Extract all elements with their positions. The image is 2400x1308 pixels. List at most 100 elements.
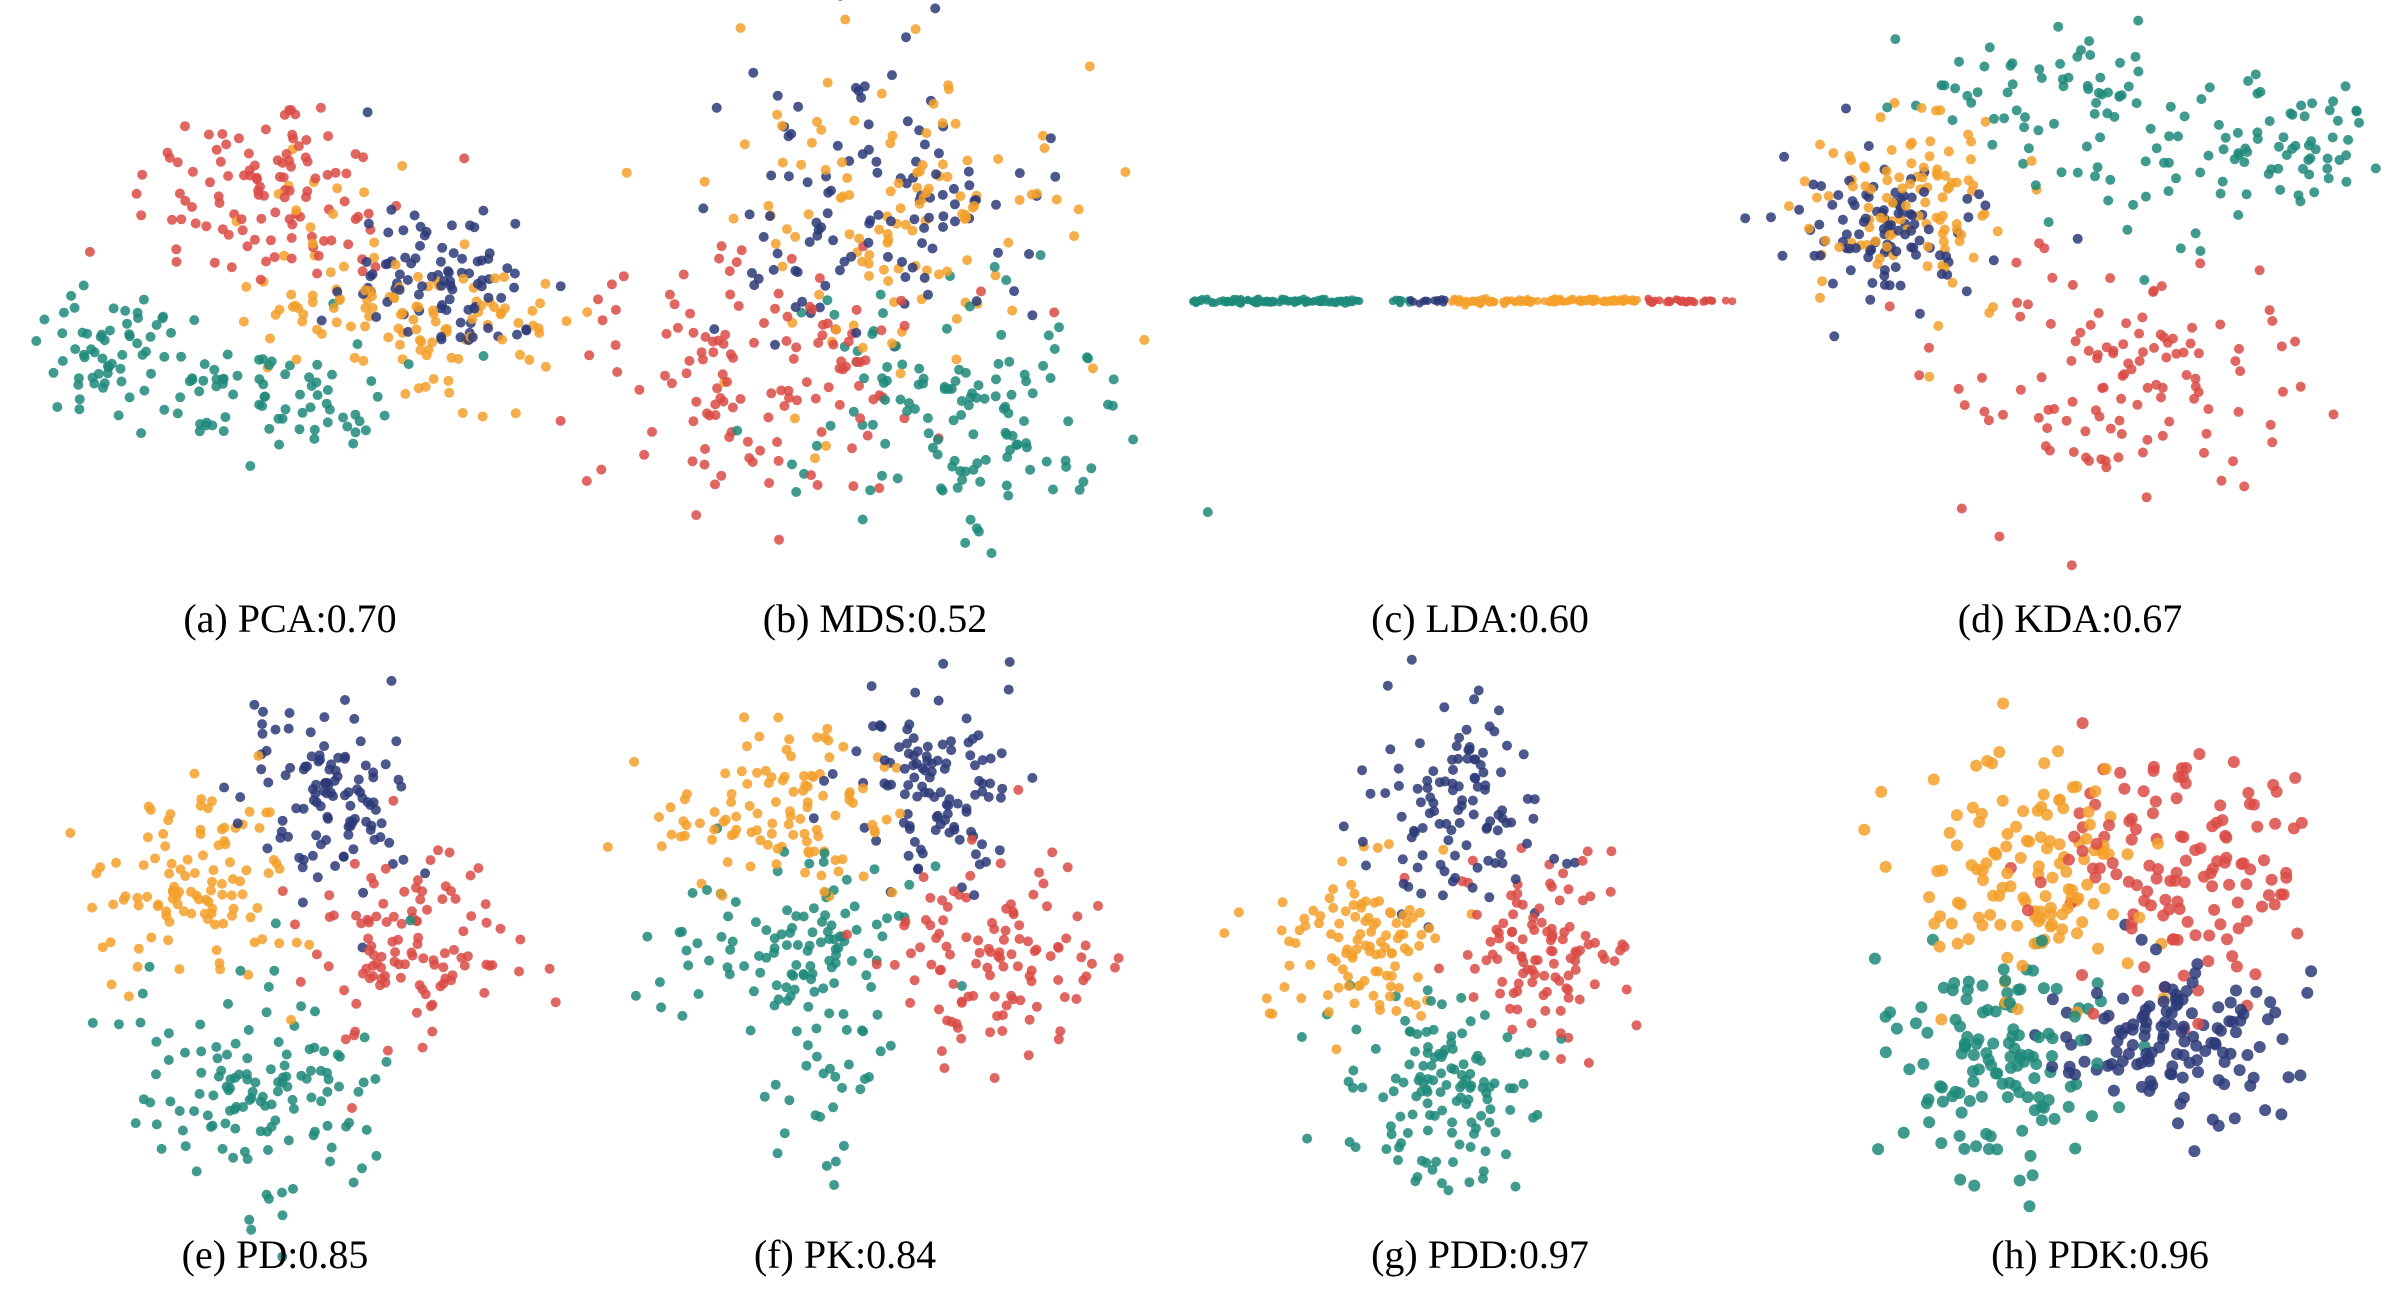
- point-g-144: [1465, 1016, 1476, 1027]
- point-a-147: [249, 234, 260, 245]
- point-b-312: [1060, 455, 1071, 466]
- point-h-363: [1950, 809, 1963, 822]
- point-g-164: [1512, 986, 1523, 997]
- point-h-122: [1897, 1126, 1910, 1139]
- point-b-95: [755, 445, 766, 456]
- point-f-229: [924, 772, 935, 783]
- point-h-270: [2037, 788, 2050, 801]
- point-d-51: [2187, 322, 2198, 333]
- point-h-186: [1955, 1106, 1968, 1119]
- point-b-16: [864, 250, 875, 260]
- point-d-329: [1816, 181, 1827, 191]
- point-h-289: [2170, 792, 2183, 805]
- point-h-497: [2016, 1124, 2029, 1137]
- point-h-371: [2138, 1029, 2151, 1042]
- point-a-354: [249, 160, 260, 171]
- point-b-24: [660, 370, 670, 381]
- point-c-278: [1467, 298, 1476, 306]
- point-d-220: [2131, 98, 2142, 109]
- point-b-418: [820, 280, 831, 291]
- point-b-266: [688, 416, 699, 427]
- point-h-506: [2230, 1026, 2242, 1039]
- point-b-270: [887, 338, 897, 349]
- point-a-330: [348, 438, 359, 449]
- point-h-481: [2188, 1145, 2201, 1158]
- point-a-259: [105, 325, 115, 336]
- point-b-308: [804, 237, 815, 247]
- point-f-267: [841, 1024, 852, 1035]
- point-b-304: [895, 368, 906, 379]
- point-f-192: [800, 780, 811, 791]
- caption-b: (b) MDS:0.52: [763, 596, 987, 641]
- point-h-453: [1981, 755, 1994, 767]
- point-f-265: [952, 798, 963, 809]
- point-f-228: [969, 890, 980, 901]
- point-f-72: [866, 982, 877, 992]
- point-d-377: [1919, 187, 1930, 197]
- point-h-283: [2169, 874, 2182, 887]
- point-f-359: [929, 792, 940, 802]
- point-e-312: [245, 912, 256, 923]
- point-d-135: [1922, 261, 1933, 272]
- point-f-319: [754, 951, 764, 961]
- point-d-30: [1959, 400, 1970, 411]
- point-d-463: [2091, 97, 2102, 108]
- point-e-162: [415, 894, 426, 905]
- point-d-420: [1940, 170, 1951, 181]
- point-g-275: [1545, 878, 1556, 889]
- point-e-151: [132, 892, 143, 903]
- point-a-212: [309, 433, 320, 444]
- point-a-150: [261, 256, 271, 267]
- point-b-193: [621, 167, 632, 178]
- point-e-343: [194, 1088, 205, 1099]
- point-d-73: [2217, 176, 2228, 187]
- point-h-454: [2230, 960, 2243, 973]
- point-f-303: [1006, 949, 1017, 960]
- point-h-90: [2251, 820, 2264, 833]
- point-f-398: [934, 965, 945, 976]
- point-g-250: [1631, 1020, 1642, 1031]
- point-f-378: [716, 931, 727, 942]
- point-d-162: [1922, 241, 1933, 252]
- point-e-452: [246, 1093, 257, 1103]
- point-h-159: [2189, 929, 2202, 942]
- point-d-433: [1936, 269, 1947, 280]
- point-a-151: [441, 323, 452, 334]
- point-d-245: [2190, 228, 2201, 239]
- point-e-308: [151, 1036, 162, 1047]
- point-h-444: [1967, 1075, 1980, 1088]
- point-b-179: [742, 436, 753, 447]
- point-c-129: [1397, 296, 1406, 305]
- point-g-238: [1438, 844, 1449, 855]
- point-f-50: [843, 1059, 854, 1070]
- point-d-272: [2242, 147, 2253, 157]
- point-d-324: [2179, 111, 2190, 122]
- point-g-455: [1475, 760, 1486, 770]
- point-e-395: [142, 891, 153, 902]
- point-f-15: [887, 887, 898, 898]
- point-f-257: [748, 986, 759, 997]
- point-d-460: [2043, 217, 2054, 228]
- point-e-26: [418, 953, 429, 964]
- point-b-83: [664, 289, 675, 300]
- point-f-183: [931, 933, 942, 944]
- point-g-266: [1447, 876, 1458, 887]
- point-g-169: [1405, 1026, 1416, 1037]
- point-d-174: [2201, 428, 2212, 439]
- point-a-74: [274, 439, 285, 450]
- point-g-384: [1396, 1138, 1407, 1149]
- point-f-258: [985, 753, 996, 764]
- point-a-20: [226, 262, 237, 273]
- point-c-214: [1630, 297, 1639, 306]
- point-a-444: [396, 309, 406, 320]
- point-b-214: [837, 157, 847, 168]
- point-f-28: [739, 712, 750, 723]
- point-b-17: [963, 166, 974, 177]
- point-d-427: [1837, 214, 1848, 225]
- point-b-67: [840, 14, 851, 25]
- point-d-360: [1815, 292, 1825, 303]
- point-a-424: [467, 332, 478, 343]
- point-e-35: [250, 1077, 261, 1088]
- point-g-214: [1372, 842, 1383, 853]
- point-f-81: [742, 778, 753, 789]
